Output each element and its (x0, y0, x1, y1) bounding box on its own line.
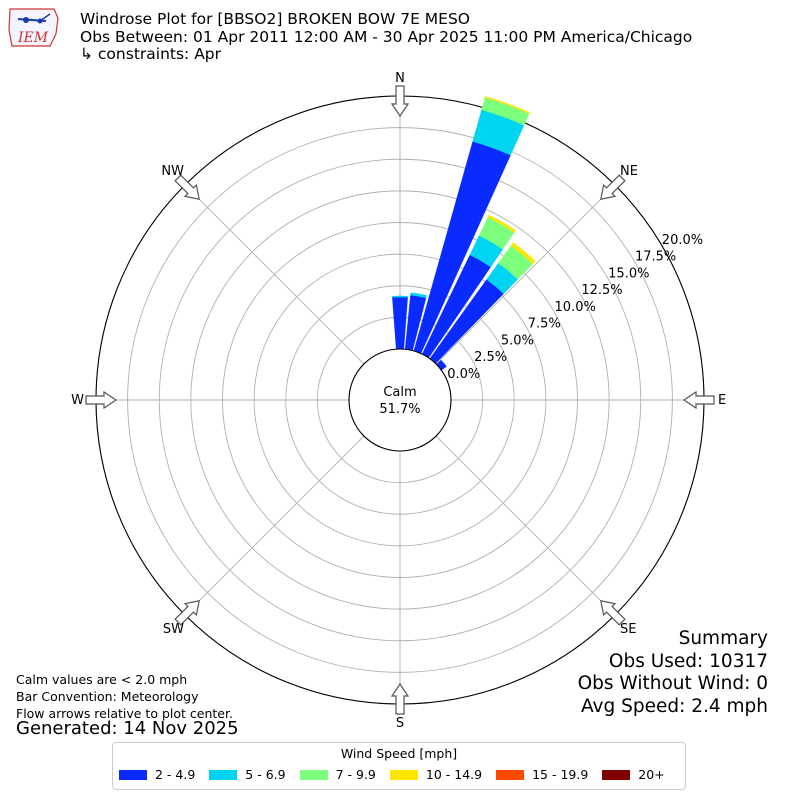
generated-date: Generated: 14 Nov 2025 (16, 718, 239, 739)
legend-swatch (209, 769, 238, 780)
compass-label-se: SE (620, 622, 636, 637)
calm-value: 51.7% (379, 402, 420, 417)
flow-arrows-note: Flow arrows relative to plot center. (16, 706, 233, 721)
legend-label: 10 - 14.9 (425, 767, 483, 782)
radial-tick-label: 2.5% (474, 350, 507, 365)
summary-panel: Summary Obs Used: 10317 Obs Without Wind… (578, 628, 768, 718)
compass-label-sw: SW (163, 622, 184, 637)
legend-swatch (389, 769, 418, 780)
legend-swatch (299, 769, 328, 780)
flow-arrow-icon (600, 600, 626, 626)
legend-label: 15 - 19.9 (532, 767, 589, 782)
legend-label: 20+ (638, 767, 665, 782)
obs-without-wind: Obs Without Wind: 0 (577, 673, 768, 694)
flow-arrow-icon (174, 600, 200, 626)
legend-swatch (602, 769, 631, 780)
compass-label-s: S (396, 716, 404, 731)
compass-label-nw: NW (161, 164, 184, 179)
wind-bar-segment (487, 214, 516, 233)
grid-ring (285, 285, 515, 515)
legend-item: 10 - 14.9 (389, 767, 483, 782)
grid-ring (190, 190, 610, 610)
legend-item: 15 - 19.9 (496, 767, 588, 782)
radial-tick-label: 5.0% (501, 333, 534, 348)
flow-arrow-icon (174, 174, 200, 200)
legend-swatch (496, 769, 525, 780)
constraints-label: ↳ constraints: Apr (80, 45, 222, 63)
legend-items: 2 - 4.9 5 - 6.9 7 - 9.9 10 - 14.9 15 - 1… (119, 767, 665, 782)
title-block: Windrose Plot for [BBSO2] BROKEN BOW 7E … (80, 10, 693, 64)
flow-arrow-icon (682, 390, 715, 410)
wind-bar-segment (392, 296, 408, 350)
legend-item: 2 - 4.9 (119, 767, 195, 782)
iem-logo: IEM (6, 6, 62, 54)
flow-arrow-icon (390, 682, 410, 715)
grid-ring (253, 253, 547, 547)
wind-bar-segment (392, 295, 408, 298)
grid-ring (127, 127, 673, 673)
obs-used: Obs Used: 10317 (608, 650, 768, 672)
legend-title: Wind Speed [mph] (340, 746, 458, 761)
compass-label-e: E (718, 393, 726, 408)
compass-label-n: N (395, 71, 405, 86)
grid-ring (158, 158, 642, 642)
legend: Wind Speed [mph] 2 - 4.9 5 - 6.9 7 - 9.9… (112, 742, 686, 790)
flow-arrow-icon (85, 390, 118, 410)
wind-bar-segment (410, 292, 427, 299)
legend-item: 7 - 9.9 (299, 767, 376, 782)
chart-title: Windrose Plot for [BBSO2] BROKEN BOW 7E … (80, 10, 470, 28)
legend-item: 20+ (602, 767, 665, 782)
svg-text:IEM: IEM (17, 30, 49, 46)
radial-tick-label: 17.5% (635, 250, 676, 265)
summary-title: Summary (678, 628, 768, 649)
legend-label: 2 - 4.9 (155, 767, 196, 782)
wind-bar-segment (484, 96, 530, 114)
compass-label-ne: NE (620, 164, 638, 179)
radial-tick-label: 7.5% (528, 317, 561, 332)
grid-ring (222, 222, 578, 578)
chart-subtitle: Obs Between: 01 Apr 2011 12:00 AM - 30 A… (80, 27, 693, 46)
legend-label: 7 - 9.9 (335, 767, 376, 782)
wind-bar-segment (510, 242, 536, 265)
radial-tick-label: 20.0% (662, 233, 703, 248)
legend-label: 5 - 6.9 (245, 767, 286, 782)
radial-tick-label: 10.0% (555, 300, 596, 315)
calm-definition: Calm values are < 2.0 mph (16, 672, 188, 687)
flow-arrow-icon (390, 85, 410, 118)
radial-tick-label: 15.0% (608, 266, 649, 281)
avg-speed: Avg Speed: 2.4 mph (580, 695, 768, 717)
compass-label-w: W (71, 393, 84, 408)
radial-tick-label: 12.5% (581, 283, 622, 298)
flow-arrow-icon (600, 174, 626, 200)
bar-convention: Bar Convention: Meteorology (16, 689, 199, 704)
calm-label: Calm (383, 385, 416, 400)
legend-swatch (119, 769, 147, 780)
calm-circle (348, 348, 452, 452)
legend-item: 5 - 6.9 (209, 767, 286, 782)
radial-tick-label: 0.0% (447, 367, 480, 382)
